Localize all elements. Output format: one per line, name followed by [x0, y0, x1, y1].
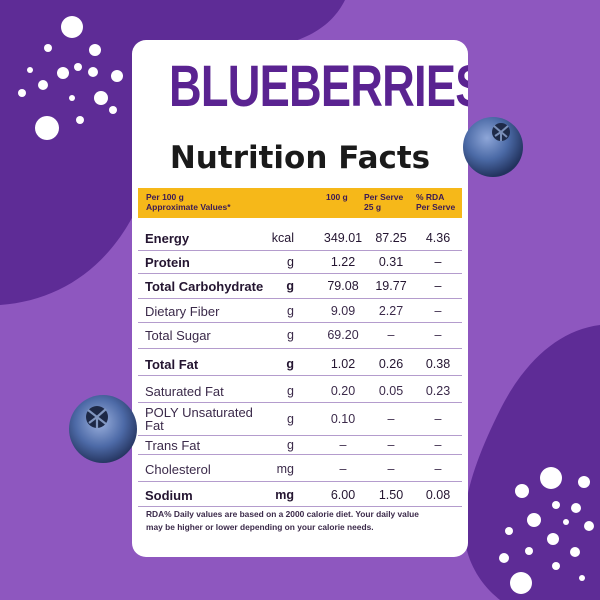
table-row: Total Carbohydrate g 79.08 19.77 –: [138, 274, 462, 299]
table-row: Total Sugar g 69.20 – –: [138, 323, 462, 349]
nutrient-unit: g: [286, 279, 294, 293]
value-100g: –: [339, 462, 347, 476]
nutrient-unit: g: [287, 328, 294, 342]
blueberry-icon: [69, 395, 137, 463]
value-100g: 1.02: [330, 357, 356, 371]
nutrient-name: Sodium: [145, 488, 193, 503]
nutrient-name: POLY Unsaturated Fat: [145, 405, 253, 433]
value-100g: 1.22: [330, 255, 356, 269]
blueberry-icon: [463, 117, 523, 177]
nutrient-unit: mg: [275, 488, 294, 502]
nutrient-name: Cholesterol: [145, 462, 211, 477]
nutrient-unit: g: [287, 438, 294, 452]
col-rda-header: % RDA Per Serve: [416, 192, 456, 212]
table-row: POLY Unsaturated Fat g 0.10 – –: [138, 403, 462, 436]
rda-footnote: RDA% Daily values are based on a 2000 ca…: [146, 509, 419, 532]
value-per-serve: 0.05: [378, 384, 404, 398]
table-row: Dietary Fiber g 9.09 2.27 –: [138, 299, 462, 323]
value-100g: 6.00: [330, 488, 356, 502]
value-per-serve: –: [387, 412, 395, 426]
value-per-serve: 2.27: [378, 304, 404, 318]
value-rda: –: [434, 304, 442, 318]
table-row: Cholesterol mg – – –: [138, 455, 462, 482]
value-per-serve: 19.77: [375, 279, 407, 293]
value-per-serve: 87.25: [375, 231, 407, 245]
col-per-serve-header: Per Serve 25 g: [364, 192, 404, 212]
nutrient-name: Protein: [145, 255, 190, 270]
value-100g: 0.20: [330, 384, 356, 398]
bubble-dots-top-left: [18, 16, 123, 140]
nutrient-unit: g: [287, 412, 294, 426]
per-100g-label: Per 100 g Approximate Values*: [146, 192, 231, 212]
nutrient-name: Total Sugar: [145, 328, 211, 343]
value-rda: –: [434, 462, 442, 476]
nutrient-name: Trans Fat: [145, 438, 201, 453]
table-row: Total Fat g 1.02 0.26 0.38: [138, 349, 462, 376]
value-100g: 9.09: [330, 304, 356, 318]
value-rda: –: [434, 328, 442, 342]
value-rda: 0.23: [425, 384, 451, 398]
value-rda: –: [434, 438, 442, 452]
value-per-serve: 0.26: [378, 357, 404, 371]
nutrient-unit: g: [287, 255, 294, 269]
table-row: Protein g 1.22 0.31 –: [138, 251, 462, 274]
nutrient-name: Saturated Fat: [145, 384, 224, 399]
nutrient-unit: g: [287, 304, 294, 318]
value-per-serve: –: [387, 328, 395, 342]
table-row: Saturated Fat g 0.20 0.05 0.23: [138, 376, 462, 403]
table-header: Per 100 g Approximate Values* 100 g Per …: [138, 188, 462, 218]
bottom-right-blob: [464, 325, 600, 600]
nutrient-unit: kcal: [271, 231, 294, 245]
value-rda: –: [434, 412, 442, 426]
value-per-serve: 1.50: [378, 488, 404, 502]
value-rda: 4.36: [425, 231, 451, 245]
value-100g: 79.08: [327, 279, 359, 293]
value-100g: 349.01: [323, 231, 363, 245]
table-row: Energy kcal 349.01 87.25 4.36: [138, 224, 462, 251]
nutrient-unit: g: [287, 384, 294, 398]
top-left-blob: [0, 0, 345, 305]
value-rda: 0.08: [425, 488, 451, 502]
nutrition-card: BLUEBERRIES Nutrition Facts Per 100 g Ap…: [132, 40, 468, 557]
nutrient-unit: g: [286, 357, 294, 371]
nutrient-unit: mg: [276, 462, 294, 476]
col-100g-header: 100 g: [326, 192, 348, 202]
nutrient-name: Total Fat: [145, 357, 199, 372]
value-100g: 0.10: [330, 412, 356, 426]
product-title: BLUEBERRIES: [168, 54, 468, 119]
value-per-serve: –: [387, 462, 395, 476]
value-rda: 0.38: [425, 357, 451, 371]
nutrient-name: Total Carbohydrate: [145, 279, 264, 294]
value-100g: –: [339, 438, 347, 452]
nutrient-name: Energy: [145, 231, 190, 246]
value-per-serve: –: [387, 438, 395, 452]
value-per-serve: 0.31: [378, 255, 404, 269]
nutrient-name: Dietary Fiber: [145, 304, 220, 319]
value-100g: 69.20: [327, 328, 359, 342]
table-row: Sodium mg 6.00 1.50 0.08: [138, 482, 462, 507]
value-rda: –: [434, 255, 442, 269]
value-rda: –: [434, 279, 442, 293]
bubble-dots-bottom-right: [499, 467, 594, 594]
table-row: Trans Fat g – – –: [138, 436, 462, 455]
nutrition-facts-heading: Nutrition Facts: [169, 140, 431, 176]
